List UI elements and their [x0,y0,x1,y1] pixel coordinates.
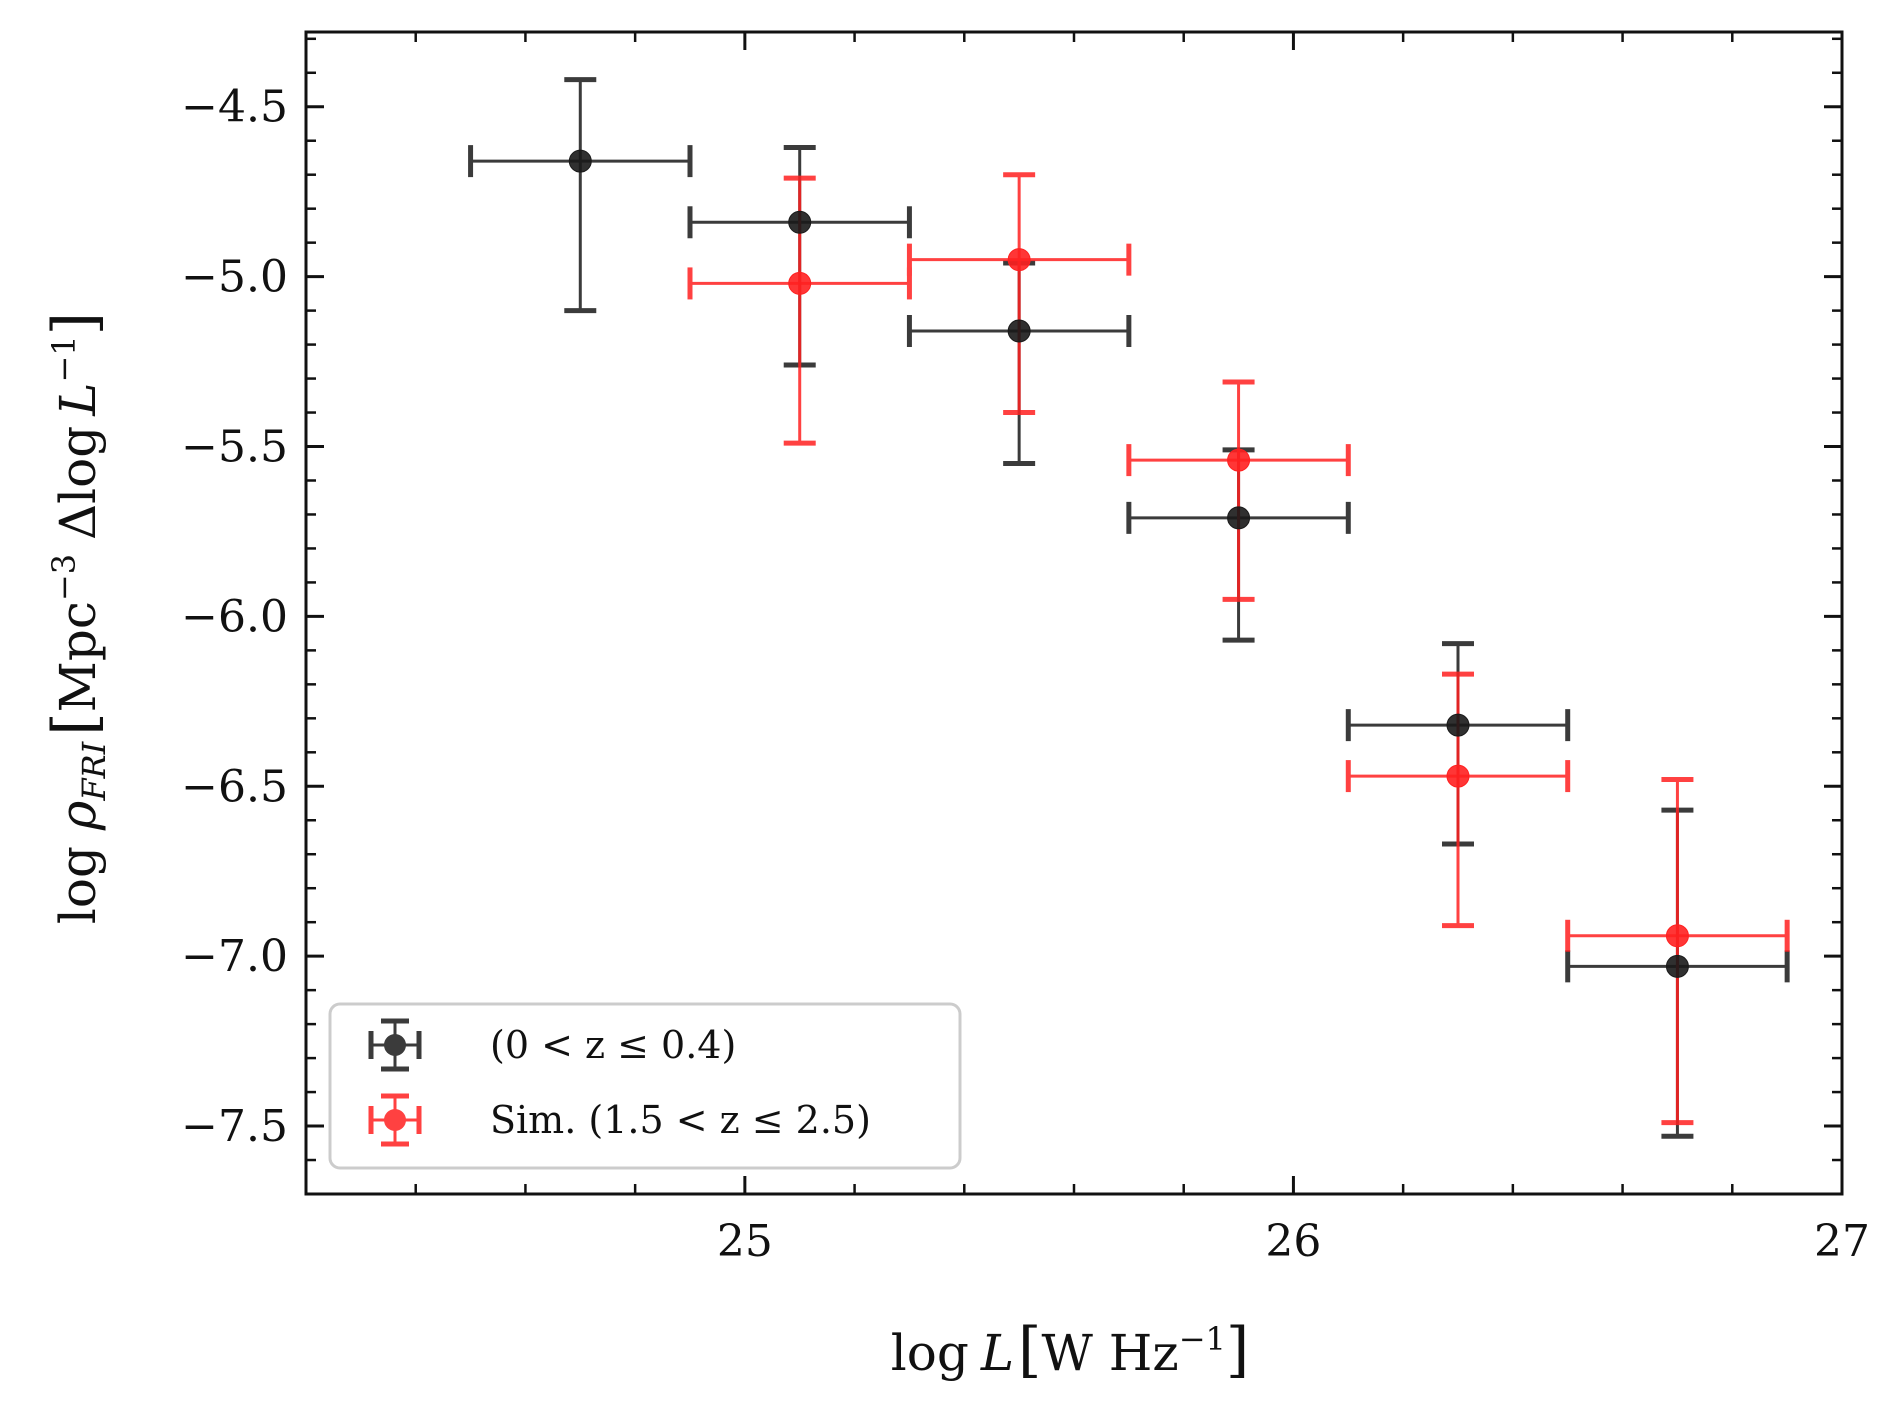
observed-data-point [568,149,592,173]
tick-label-layer: 25 26 27 −4.5 −5.0 −5.5 −6.0 −6.5 −7.0 −7.5 [181,82,1870,1267]
legend-observed-label: (0 < z ≤ 0.4) [490,1023,736,1067]
y-tick-label: −7.5 [181,1101,288,1152]
errorbar-layer [468,77,1790,1139]
y-tick-label: −4.5 [181,82,288,133]
simulated-data-point [1227,448,1251,472]
observed-data-point [1446,713,1470,737]
point-layer [568,149,1689,978]
observed-errorbar-group [468,77,1790,1139]
simulated-data-point [1446,764,1470,788]
y-tick-label: −7.0 [181,931,288,982]
legend-observed-marker [368,1018,422,1072]
simulated-data-point [1007,248,1031,272]
x-tick-label: 26 [1265,1216,1321,1267]
x-tick-label: 25 [717,1216,773,1267]
x-axis-label: log L[W Hz−1] [891,1315,1250,1385]
simulated-errorbar-group [687,172,1790,1126]
legend-point [384,1109,406,1131]
y-tick-label: −6.0 [181,591,288,642]
y-tick-label: −5.0 [181,252,288,303]
simulated-data-point [1665,924,1689,948]
y-tick-label: −6.5 [181,761,288,812]
legend-simulated-label: Sim. (1.5 < z ≤ 2.5) [490,1098,871,1142]
tick-layer [304,32,1844,1196]
y-axis-label: log ρFRI[Mpc−3ΔlogL−1] [40,312,113,924]
x-tick-label: 27 [1814,1216,1870,1267]
observed-data-point [788,210,812,234]
legend-point [384,1034,406,1056]
legend: (0 < z ≤ 0.4) Sim. (1.5 < z ≤ 2.5) [328,1002,962,1170]
observed-data-point [1007,319,1031,343]
legend-simulated-marker [368,1093,422,1147]
observed-data-point [1227,506,1251,530]
simulated-data-point [788,271,812,295]
legend-frame [328,1002,962,1170]
observed-data-point [1665,954,1689,978]
y-tick-label: −5.5 [181,422,288,473]
